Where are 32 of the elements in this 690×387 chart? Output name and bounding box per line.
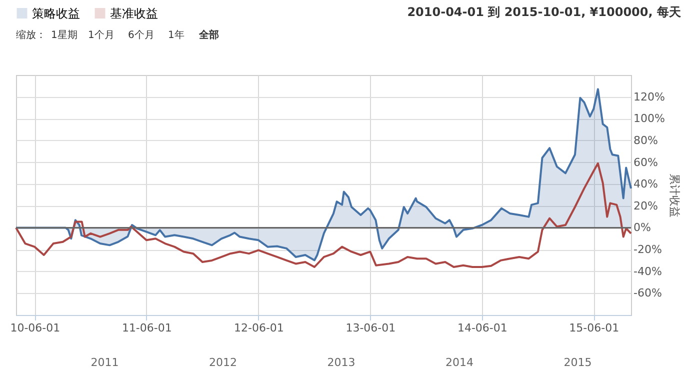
- text: 1年: [168, 29, 184, 41]
- y-tick-label: 20%: [634, 199, 658, 212]
- y-tick-label: 120%: [634, 90, 665, 104]
- text: 缩放：: [16, 29, 46, 41]
- legend-label: 策略收益: [32, 6, 80, 20]
- y-tick-label: -60%: [634, 286, 662, 300]
- y-tick-label: 80%: [634, 134, 658, 147]
- chart-subtitle: 2010-04-01 到 2015-10-01, ¥100000, 每天: [407, 5, 682, 19]
- text: 2012: [208, 356, 237, 369]
- x-tick-label: 10-06-01: [10, 322, 60, 334]
- y-tick-label: -40%: [634, 264, 662, 278]
- text: 2013: [327, 356, 356, 369]
- text: 全部: [198, 29, 219, 41]
- line-series: [15, 162, 632, 268]
- y-tick-label: 60%: [634, 156, 658, 169]
- text: 2011: [90, 356, 119, 369]
- text: 6个月: [128, 29, 154, 41]
- text: 1星期: [51, 29, 78, 41]
- y-tick-label: 40%: [634, 178, 658, 191]
- legend-label: 基准收益: [110, 6, 158, 20]
- y-tick-label: 100%: [634, 112, 665, 126]
- y-tick-label: -20%: [634, 243, 662, 256]
- text: 2014: [446, 356, 474, 369]
- text: 2015: [564, 356, 592, 369]
- x-tick-label: 11-06-01: [122, 322, 172, 334]
- text: 1个月: [88, 29, 114, 41]
- x-tick-label: 15-06-01: [569, 322, 620, 334]
- y-axis-title: 累计收益: [668, 174, 681, 218]
- y-tick-label: 0%: [634, 221, 651, 234]
- x-tick-label: 12-06-01: [234, 322, 284, 334]
- x-tick-label: 14-06-01: [457, 322, 508, 334]
- x-tick-label: 13-06-01: [346, 322, 396, 334]
